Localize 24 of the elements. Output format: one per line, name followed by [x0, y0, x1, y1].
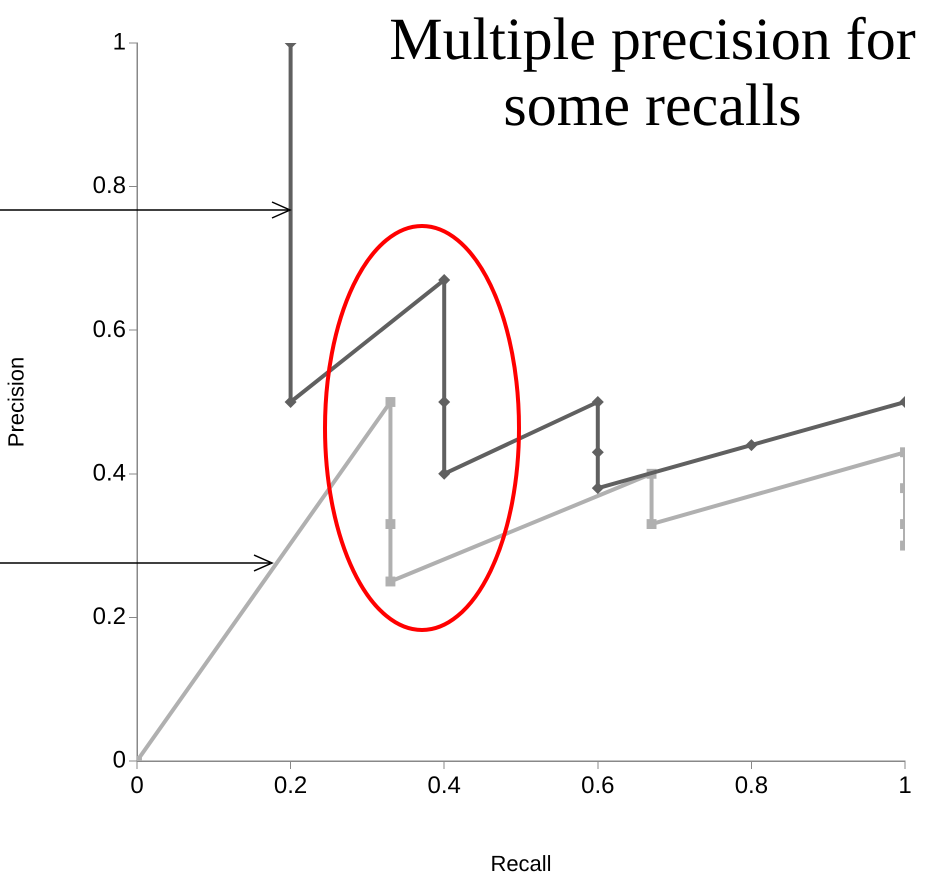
x-tick-label: 0	[130, 772, 144, 800]
x-tick-label: 0.8	[734, 772, 768, 800]
point	[646, 519, 657, 530]
y-tick-label: 0.6	[92, 316, 126, 343]
x-tick-label: 0.2	[274, 772, 308, 800]
point	[438, 396, 450, 408]
x-tick-label: 0.4	[428, 772, 461, 800]
point	[438, 274, 450, 286]
y-tick-label: 0.2	[92, 603, 126, 630]
x-tick-label: 1	[898, 772, 912, 800]
y-tick-label: 1	[112, 28, 126, 56]
point	[745, 439, 758, 452]
point	[592, 396, 604, 408]
y-tick-label: 0.8	[92, 172, 126, 200]
y-tick-label: 0	[112, 746, 126, 774]
point	[385, 397, 396, 407]
point	[284, 396, 297, 408]
point	[385, 519, 396, 530]
point	[385, 576, 396, 586]
chart-title: Multiple precision for some recalls	[388, 6, 917, 138]
x-tick-label: 0.6	[581, 772, 614, 800]
y-tick-label: 0.4	[92, 459, 126, 486]
y-axis-title: Precision	[3, 356, 28, 448]
x-axis-title: Recall	[490, 850, 552, 876]
